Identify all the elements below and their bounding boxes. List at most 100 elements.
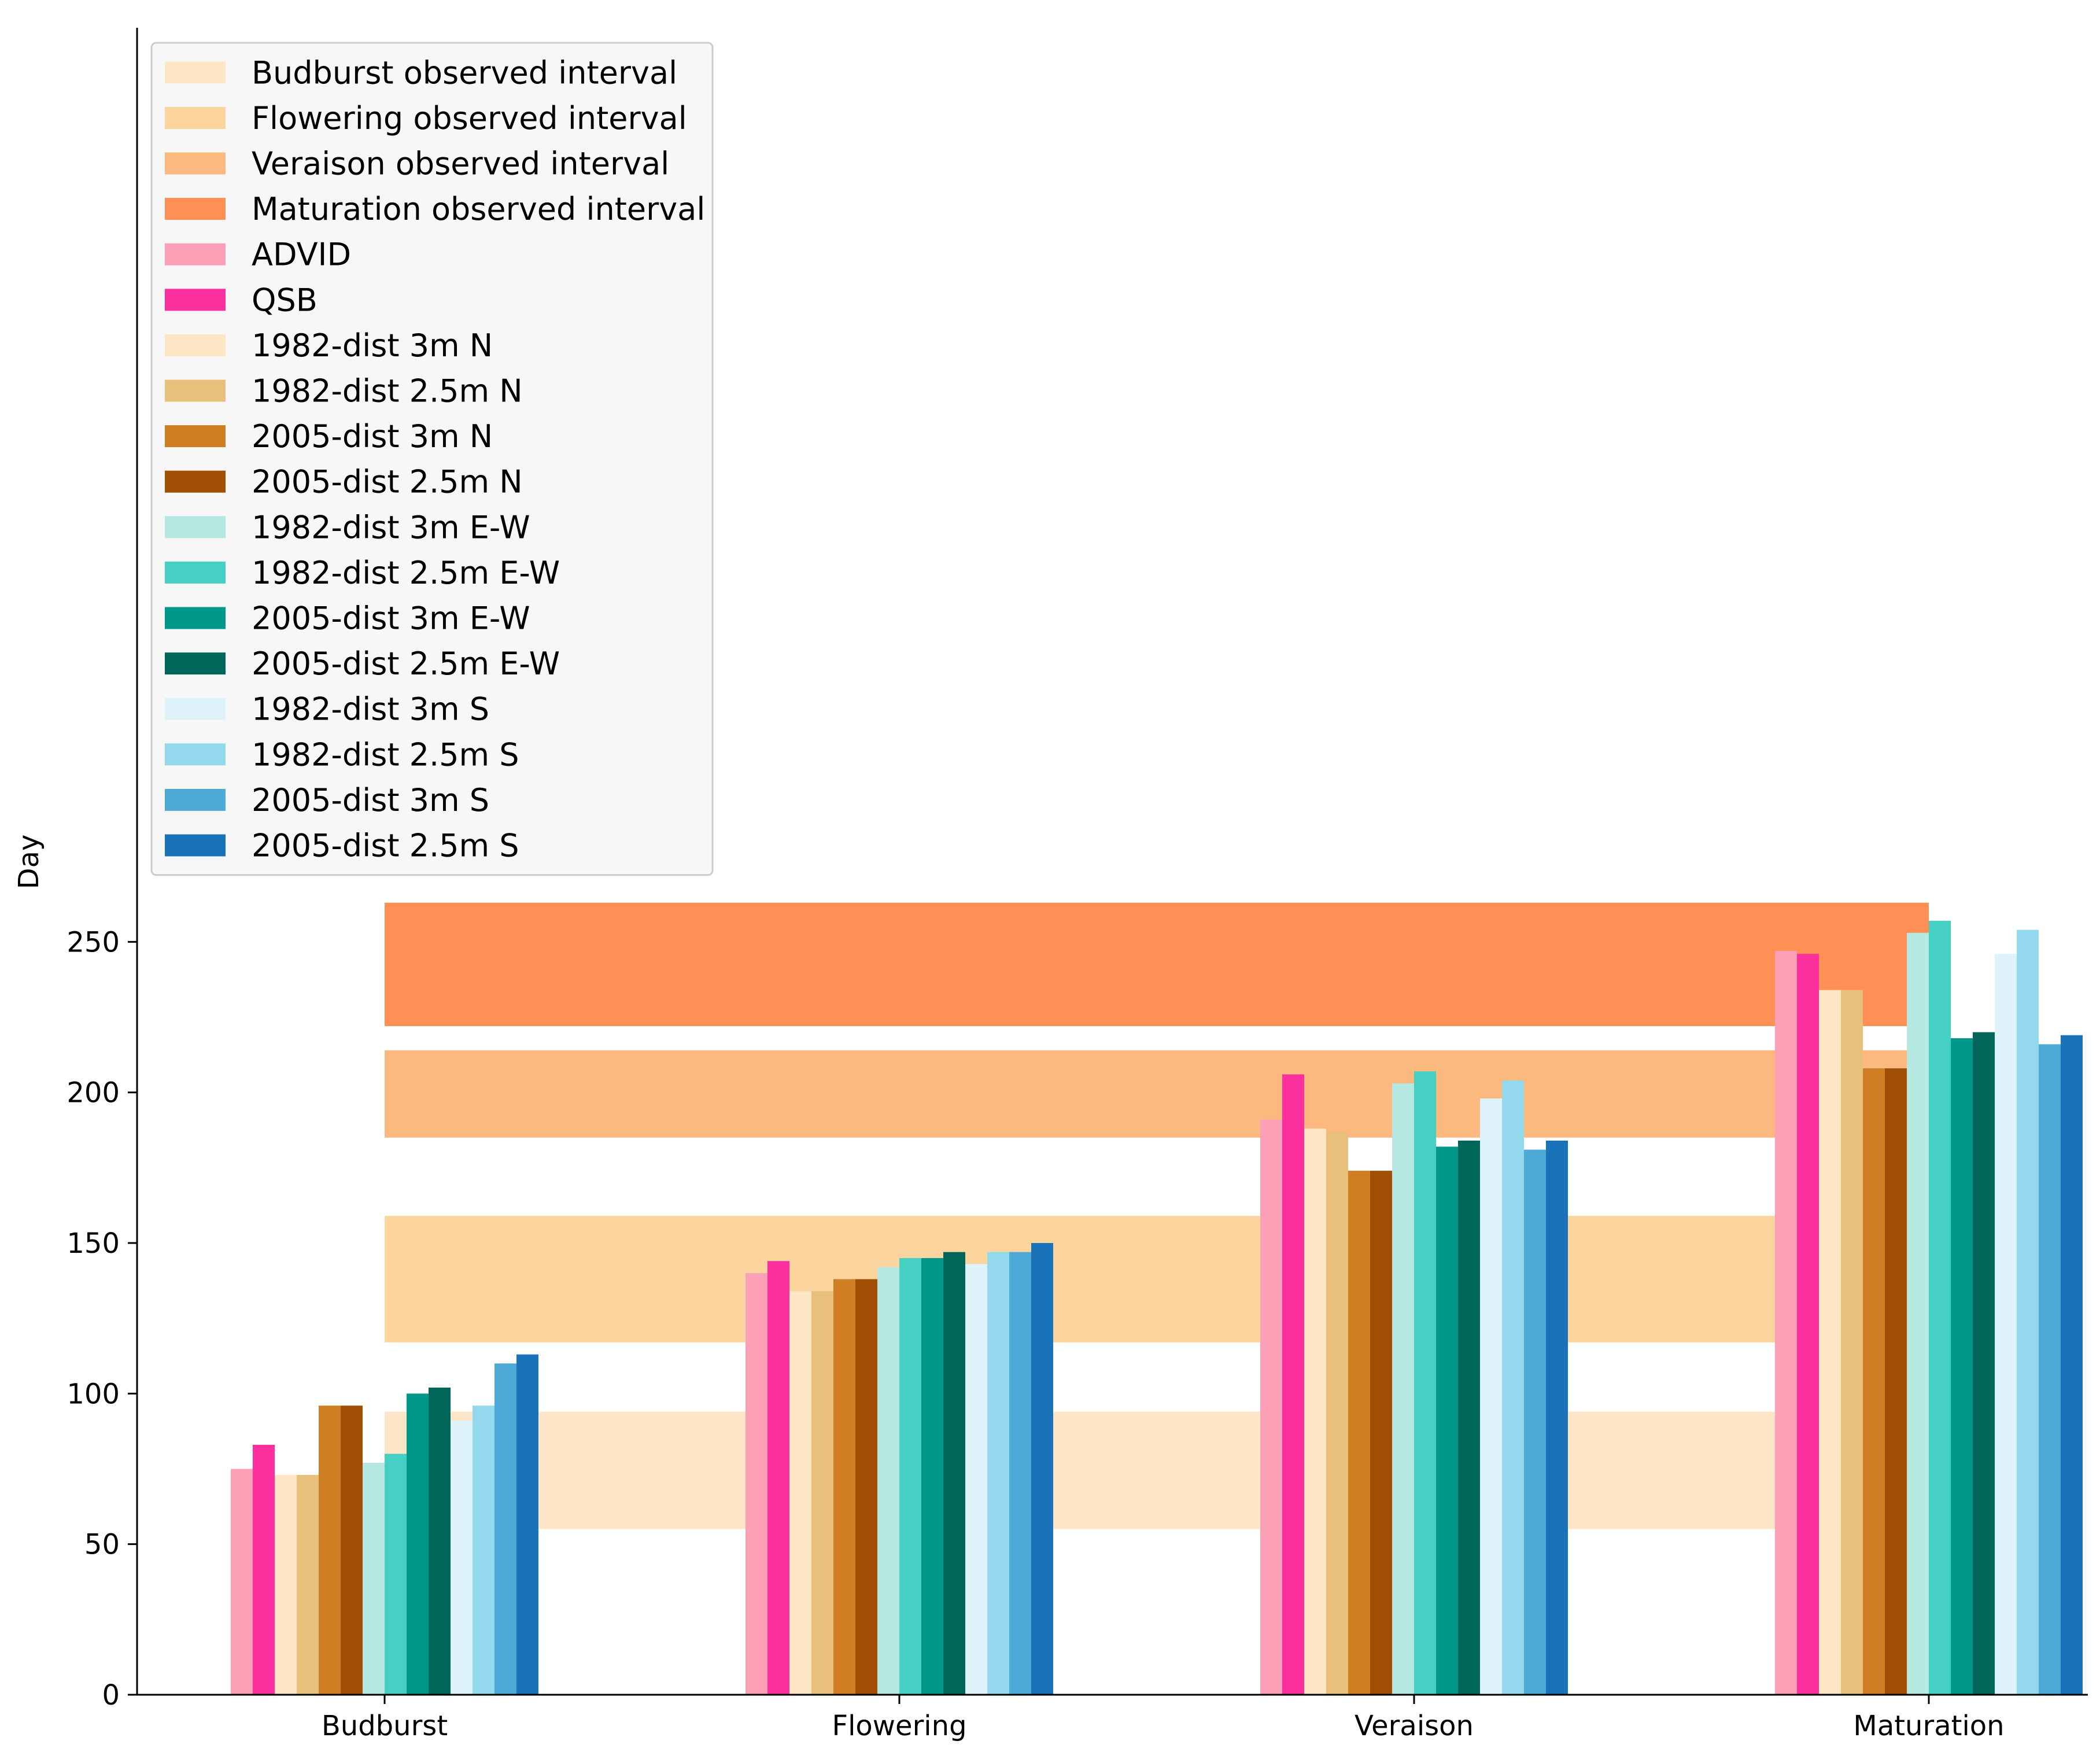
bar-budburst-1: [253, 1444, 275, 1695]
legend-label-8: 2005-dist 3m N: [252, 418, 493, 455]
bar-group-maturation: [1775, 920, 2083, 1695]
observed-interval-band-2: [385, 1050, 1929, 1138]
bar-group-budburst: [231, 1354, 538, 1695]
x-tick-label-1: Flowering: [832, 1710, 966, 1742]
bar-veraison-12: [1524, 1149, 1546, 1695]
legend-label-13: 2005-dist 2.5m E-W: [252, 646, 560, 682]
bar-flowering-0: [745, 1273, 767, 1695]
legend-swatch-9: [165, 470, 226, 493]
bar-veraison-7: [1414, 1071, 1436, 1695]
observed-interval-band-0: [385, 1411, 1929, 1529]
bar-veraison-9: [1458, 1140, 1480, 1695]
legend-label-11: 1982-dist 2.5m E-W: [252, 555, 560, 591]
bar-flowering-4: [833, 1279, 855, 1695]
bar-maturation-10: [1995, 954, 2017, 1695]
legend-label-0: Budburst observed interval: [252, 54, 677, 91]
legend-swatch-2: [165, 152, 226, 175]
bar-maturation-3: [1841, 990, 1863, 1695]
y-tick-label-1: 50: [84, 1529, 120, 1561]
bar-veraison-5: [1370, 1171, 1392, 1695]
bar-flowering-13: [1031, 1243, 1053, 1695]
bar-flowering-5: [855, 1279, 877, 1695]
bar-budburst-13: [516, 1354, 538, 1695]
legend-label-3: Maturation observed interval: [252, 191, 705, 227]
bar-budburst-5: [341, 1406, 363, 1695]
bar-maturation-12: [2039, 1044, 2061, 1695]
legend-label-7: 1982-dist 2.5m N: [252, 373, 523, 410]
bar-budburst-8: [407, 1393, 429, 1695]
bar-budburst-4: [319, 1406, 341, 1695]
legend-swatch-15: [165, 743, 226, 766]
bar-veraison-2: [1304, 1128, 1326, 1695]
x-tick-label-0: Budburst: [322, 1710, 448, 1742]
bar-flowering-2: [789, 1291, 811, 1695]
legend-swatch-16: [165, 788, 226, 811]
bar-budburst-11: [473, 1406, 494, 1695]
legend-label-6: 1982-dist 3m N: [252, 327, 493, 364]
legend-swatch-12: [165, 607, 226, 629]
bar-veraison-0: [1260, 1119, 1282, 1695]
legend-label-5: QSB: [252, 282, 318, 318]
bar-flowering-7: [899, 1258, 921, 1695]
bar-budburst-7: [385, 1454, 407, 1695]
y-axis-label: Day: [13, 835, 45, 890]
bar-veraison-4: [1348, 1171, 1370, 1695]
legend-label-15: 1982-dist 2.5m S: [252, 736, 519, 773]
bar-group-veraison: [1260, 1071, 1568, 1695]
bar-flowering-8: [921, 1258, 943, 1695]
bar-flowering-9: [943, 1252, 965, 1695]
legend-label-16: 2005-dist 3m S: [252, 782, 489, 818]
observed-interval-band-3: [385, 902, 1929, 1027]
bar-veraison-10: [1480, 1098, 1502, 1695]
bar-maturation-5: [1885, 1068, 1907, 1695]
bar-flowering-12: [1009, 1252, 1031, 1695]
bar-maturation-6: [1907, 932, 1929, 1695]
legend-label-2: Veraison observed interval: [252, 146, 669, 182]
bar-maturation-13: [2061, 1035, 2083, 1695]
legend-swatch-17: [165, 834, 226, 857]
legend-label-10: 1982-dist 3m E-W: [252, 509, 530, 545]
legend-swatch-13: [165, 652, 226, 675]
legend-swatch-6: [165, 334, 226, 356]
bar-budburst-6: [363, 1463, 385, 1695]
legend-label-12: 2005-dist 3m E-W: [252, 600, 530, 637]
bar-maturation-4: [1863, 1068, 1885, 1695]
bar-budburst-12: [494, 1363, 516, 1695]
bar-maturation-11: [2017, 930, 2039, 1695]
legend-label-17: 2005-dist 2.5m S: [252, 828, 519, 864]
y-tick-label-3: 150: [67, 1227, 120, 1260]
bar-budburst-2: [275, 1474, 297, 1695]
bar-maturation-0: [1775, 950, 1797, 1695]
x-tick-label-2: Veraison: [1355, 1710, 1474, 1742]
bar-groups: [231, 920, 2083, 1695]
bar-veraison-6: [1392, 1083, 1414, 1695]
bar-flowering-11: [987, 1252, 1009, 1695]
bar-budburst-9: [429, 1387, 451, 1695]
legend-label-1: Flowering observed interval: [252, 100, 687, 137]
bar-maturation-2: [1819, 990, 1841, 1695]
axes: 0 50 100 150 200 250 Budburst Flowering Veraison…: [67, 28, 2088, 1742]
legend-swatch-8: [165, 425, 226, 448]
legend-swatch-1: [165, 106, 226, 129]
bar-veraison-11: [1502, 1080, 1524, 1695]
y-tick-label-5: 250: [67, 926, 120, 958]
legend: Budburst observed interval Flowering obse…: [150, 42, 714, 876]
bar-veraison-3: [1326, 1131, 1348, 1695]
legend-swatch-4: [165, 243, 226, 265]
y-tick-label-2: 100: [67, 1378, 120, 1410]
legend-swatch-3: [165, 198, 226, 220]
legend-swatch-14: [165, 698, 226, 720]
bar-flowering-6: [877, 1267, 899, 1695]
legend-label-4: ADVID: [252, 237, 351, 273]
legend-label-14: 1982-dist 3m S: [252, 691, 489, 728]
legend-swatch-10: [165, 516, 226, 538]
bar-budburst-0: [231, 1469, 253, 1695]
bar-flowering-3: [811, 1291, 833, 1695]
legend-swatch-5: [165, 289, 226, 311]
legend-swatch-0: [165, 61, 226, 84]
legend-swatch-7: [165, 379, 226, 402]
bar-budburst-3: [297, 1474, 319, 1695]
bar-flowering-10: [965, 1264, 987, 1695]
y-tick-label-4: 200: [67, 1077, 120, 1109]
